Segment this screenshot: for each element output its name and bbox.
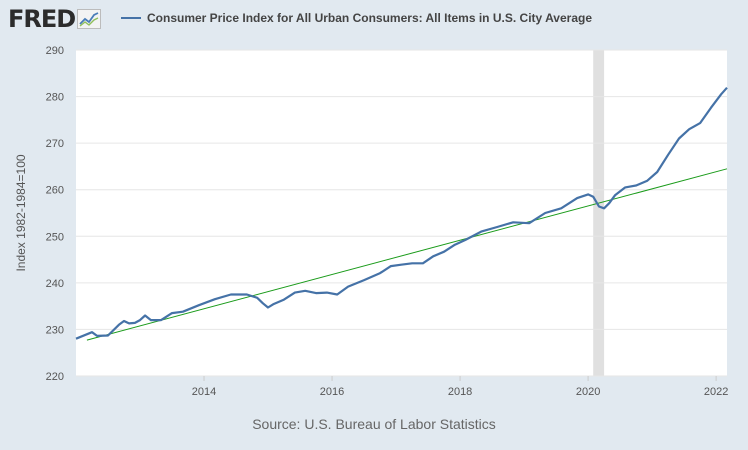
y-tick-label: 230 (46, 324, 64, 336)
x-tick-label: 2018 (448, 386, 472, 398)
y-axis-label: Index 1982-1984=100 (14, 154, 28, 271)
recession-band (593, 50, 605, 376)
x-tick-label: 2020 (576, 386, 600, 398)
y-tick-label: 290 (46, 45, 64, 57)
legend-swatch (121, 17, 141, 19)
legend-label: Consumer Price Index for All Urban Consu… (147, 11, 592, 25)
source-note: Source: U.S. Bureau of Labor Statistics (252, 416, 496, 432)
x-tick-label: 2014 (192, 386, 216, 398)
trend-line[interactable] (86, 168, 728, 341)
y-tick-labels: 220 230 240 250 260 270 280 290 (46, 45, 64, 383)
series-lines (75, 86, 728, 341)
fred-logo[interactable]: FRED (8, 5, 102, 33)
chart-legend: Consumer Price Index for All Urban Consu… (121, 11, 592, 25)
y-tick-label: 260 (46, 185, 64, 197)
y-tick-label: 220 (46, 371, 64, 383)
cpi-chart[interactable]: 220 230 240 250 260 270 280 290 2014 2016 2018 202… (0, 40, 748, 410)
gridlines (76, 49, 727, 377)
recession-shading (593, 50, 605, 376)
logo-text: FRED (8, 5, 76, 33)
trend-chart-icon (77, 9, 102, 29)
header: FRED Consumer Price Index for All Urban … (0, 0, 748, 40)
x-tick-label: 2022 (704, 386, 728, 398)
y-tick-label: 280 (46, 92, 64, 104)
y-tick-label: 240 (46, 278, 64, 290)
y-tick-label: 250 (46, 231, 64, 243)
y-tick-label: 270 (46, 138, 64, 150)
x-tick-label: 2016 (320, 386, 344, 398)
plot-area (76, 50, 727, 376)
cpi-series-line[interactable] (75, 86, 728, 340)
x-tick-labels: 2014 2016 2018 2020 2022 (192, 376, 728, 398)
